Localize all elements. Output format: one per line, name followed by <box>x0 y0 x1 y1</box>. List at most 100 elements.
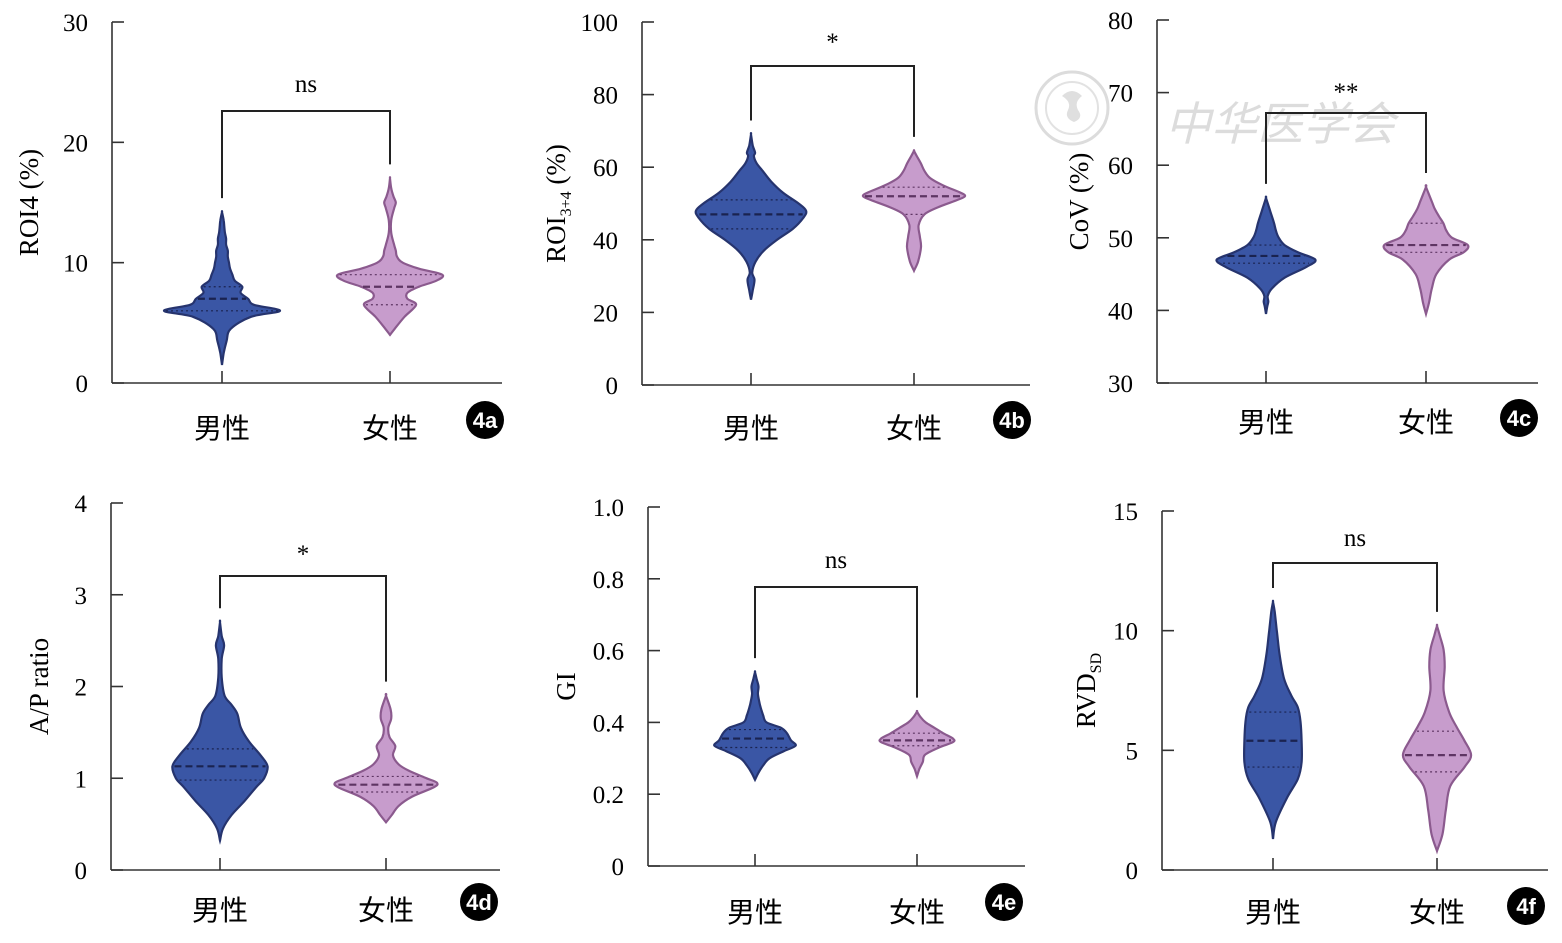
y-axis-label: RVDSD <box>1071 653 1105 728</box>
violin-body <box>1242 599 1304 840</box>
category-label: 男性 <box>1238 407 1294 439</box>
significance-label: ns <box>1344 525 1366 552</box>
significance-label: ns <box>295 71 317 98</box>
violin-body <box>1401 623 1473 855</box>
panel-4c: 30 40 50 60 70 80 男性 女性 CoV (%) ** 4c <box>1064 8 1538 439</box>
violin-male <box>1215 195 1317 315</box>
category-label: 男性 <box>194 413 250 445</box>
significance-bracket <box>754 586 918 698</box>
badge-circle <box>985 883 1023 921</box>
y-tick-label: 100 <box>581 10 619 37</box>
category-label: 男性 <box>192 895 248 927</box>
watermark-text: 中华医学会 <box>1165 97 1400 151</box>
y-tick-label: 70 <box>1108 81 1133 108</box>
violin-female <box>878 709 956 780</box>
significance-label: * <box>826 29 839 56</box>
violin-female <box>335 176 445 337</box>
significance-bracket <box>750 65 915 137</box>
category-label: 女性 <box>1409 897 1465 929</box>
violin-body <box>861 149 967 274</box>
panel-badge: 4b <box>993 401 1031 439</box>
category-label: 男性 <box>723 413 779 445</box>
badge-circle <box>466 401 504 439</box>
y-tick-label: 0 <box>75 858 88 885</box>
significance-label: * <box>297 541 310 568</box>
y-tick-label: 0 <box>76 371 89 398</box>
watermark-seal-icon <box>1034 70 1110 146</box>
violin-body <box>713 670 797 783</box>
watermark: 中华医学会 <box>1034 70 1400 151</box>
y-tick-label: 5 <box>1126 738 1139 765</box>
significance-bracket <box>219 575 387 682</box>
significance-label: ns <box>825 547 847 574</box>
panel-4f: 0 5 10 15 男性 女性 RVDSD ns 4f <box>1071 499 1548 929</box>
y-tick-label: 80 <box>1108 8 1133 35</box>
violin-body <box>694 132 808 300</box>
y-tick-label: 40 <box>1108 298 1133 325</box>
y-tick-label: 20 <box>63 130 88 157</box>
violin-female <box>861 149 967 274</box>
significance-bracket <box>1265 112 1427 184</box>
y-tick-label: 1.0 <box>593 495 624 522</box>
y-axis-label: CoV (%) <box>1064 153 1094 251</box>
y-tick-label: 40 <box>593 228 618 255</box>
violin-male <box>713 670 797 783</box>
panel-4a: 0 10 20 30 男性 女性 ROI4 (%) ns 4a <box>14 10 504 445</box>
badge-label: 4e <box>992 890 1016 915</box>
violin-body <box>878 709 956 780</box>
violin-male <box>171 619 269 845</box>
y-axis-label: GI <box>551 672 581 701</box>
significance-bracket <box>1272 562 1438 612</box>
y-tick-label: 30 <box>63 10 88 37</box>
category-label: 女性 <box>889 897 945 929</box>
panel-4e: 0 0.2 0.4 0.6 0.8 1.0 男性 女性 GI ns 4e <box>551 495 1025 929</box>
violin-female <box>1401 623 1473 855</box>
y-tick-label: 3 <box>75 583 88 610</box>
panel-badge: 4f <box>1507 887 1545 925</box>
badge-label: 4f <box>1516 894 1536 919</box>
panel-badge: 4a <box>466 401 504 439</box>
violin-male <box>1242 599 1304 840</box>
y-axis-label: ROI3+4 (%) <box>541 144 575 263</box>
category-label: 女性 <box>362 413 418 445</box>
y-tick-label: 15 <box>1113 499 1138 526</box>
y-tick-label: 60 <box>1108 153 1133 180</box>
violin-body <box>171 619 269 845</box>
y-tick-label: 4 <box>75 491 88 518</box>
panel-4d: 0 1 2 3 4 男性 女性 A/P ratio * 4d <box>24 491 500 927</box>
y-tick-label: 80 <box>593 83 618 110</box>
violin-body <box>335 176 445 337</box>
y-tick-label: 2 <box>75 675 88 702</box>
y-tick-label: 1 <box>75 766 88 793</box>
category-label: 女性 <box>358 895 414 927</box>
y-tick-label: 10 <box>1113 619 1138 646</box>
y-tick-label: 0.4 <box>593 710 625 737</box>
violin-female <box>1382 184 1470 319</box>
y-tick-label: 0.6 <box>593 639 624 666</box>
y-tick-label: 0 <box>612 854 625 881</box>
violin-male <box>162 209 282 366</box>
violin-body <box>1382 184 1470 319</box>
significance-bracket <box>221 110 391 199</box>
badge-circle <box>1507 887 1545 925</box>
badge-label: 4d <box>466 890 492 915</box>
y-tick-label: 0.8 <box>593 567 624 594</box>
category-label: 女性 <box>886 413 942 445</box>
y-tick-label: 0 <box>606 373 619 400</box>
panel-badge: 4d <box>460 883 498 921</box>
violin-body <box>333 692 439 825</box>
badge-circle <box>993 401 1031 439</box>
y-tick-label: 30 <box>1108 371 1133 398</box>
badge-circle <box>460 883 498 921</box>
y-axis-label: A/P ratio <box>24 638 54 735</box>
violin-male <box>694 132 808 300</box>
category-label: 男性 <box>727 897 783 929</box>
y-tick-label: 0.2 <box>593 782 624 809</box>
panel-badge: 4c <box>1500 399 1538 437</box>
violin-female <box>333 692 439 825</box>
y-tick-label: 10 <box>63 251 88 278</box>
y-axis-label: ROI4 (%) <box>14 149 44 256</box>
y-tick-label: 20 <box>593 300 618 327</box>
y-tick-label: 0 <box>1126 858 1139 885</box>
